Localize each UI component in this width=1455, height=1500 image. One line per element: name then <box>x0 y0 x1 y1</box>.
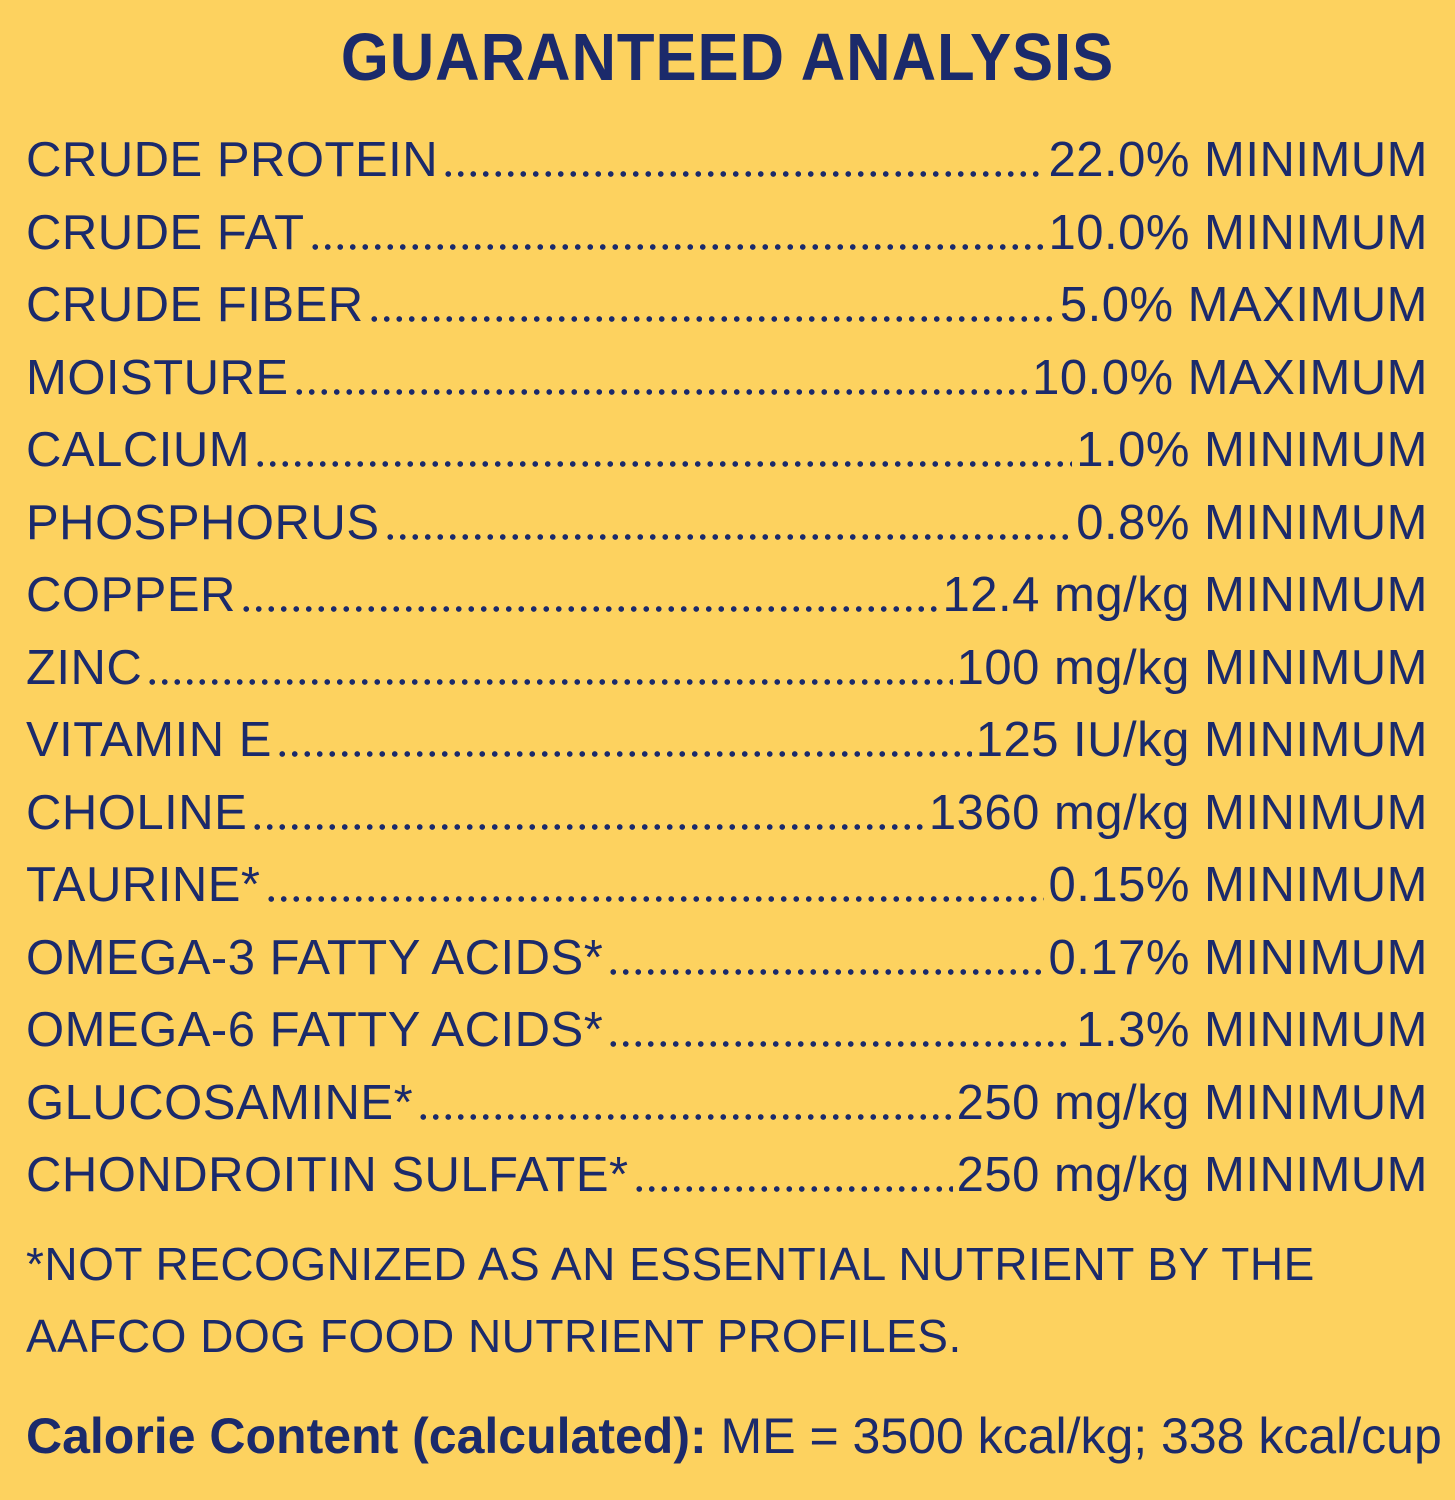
nutrient-label: COPPER <box>26 568 236 622</box>
nutrient-row: VITAMIN E 125 IU/kg MINIMUM <box>26 704 1428 777</box>
dot-leader <box>275 750 972 759</box>
nutrient-label: CRUDE FAT <box>26 205 305 260</box>
nutrient-label: GLUCOSAMINE* <box>26 1075 414 1130</box>
nutrient-row: OMEGA-3 FATTY ACIDS* 0.17% MINIMUM <box>26 922 1428 995</box>
nutrient-list: CRUDE PROTEIN 22.0% MINIMUM CRUDE FAT 10.0%… <box>26 124 1428 1212</box>
nutrient-row: CHOLINE 1360 mg/kg MINIMUM <box>26 777 1428 850</box>
dot-leader <box>383 532 1073 541</box>
calorie-label: Calorie Content (calculated): <box>26 1408 707 1464</box>
nutrient-row: MOISTURE 10.0% MAXIMUM <box>26 342 1428 415</box>
nutrient-label: CRUDE PROTEIN <box>26 133 439 187</box>
nutrient-label: OMEGA-3 FATTY ACIDS* <box>26 930 604 985</box>
nutrient-row: CALCIUM 1.0% MINIMUM <box>26 414 1428 487</box>
nutrient-row: CRUDE FAT 10.0% MINIMUM <box>26 197 1428 270</box>
nutrient-row: ZINC 100 mg/kg MINIMUM <box>26 632 1428 705</box>
nutrient-row: CRUDE FIBER 5.0% MAXIMUM <box>26 269 1428 342</box>
nutrient-value: 10.0% MINIMUM <box>1048 205 1428 260</box>
nutrient-row: GLUCOSAMINE* 250 mg/kg MINIMUM <box>26 1067 1428 1140</box>
nutrient-value: 12.4 mg/kg MINIMUM <box>942 568 1428 622</box>
nutrient-row: PHOSPHORUS 0.8% MINIMUM <box>26 487 1428 560</box>
nutrient-value: 1.3% MINIMUM <box>1076 1003 1428 1057</box>
nutrient-value: 5.0% MAXIMUM <box>1059 278 1428 332</box>
calorie-value: ME = 3500 kcal/kg; 338 kcal/cup <box>720 1408 1442 1464</box>
nutrient-value: 10.0% MAXIMUM <box>1032 350 1428 405</box>
nutrient-value: 250 mg/kg MINIMUM <box>956 1075 1428 1130</box>
nutrient-label: CHONDROITIN SULFATE* <box>26 1148 629 1202</box>
nutrient-value: 0.8% MINIMUM <box>1076 495 1428 550</box>
dot-leader <box>367 315 1056 324</box>
dot-leader <box>607 1040 1073 1049</box>
dot-leader <box>632 1185 953 1194</box>
dot-leader <box>442 170 1045 179</box>
nutrient-row: CRUDE PROTEIN 22.0% MINIMUM <box>26 124 1428 197</box>
nutrient-label: TAURINE* <box>26 858 261 912</box>
dot-leader <box>607 967 1045 976</box>
dot-leader <box>264 895 1045 904</box>
nutrient-label: VITAMIN E <box>26 713 272 767</box>
nutrient-row: COPPER 12.4 mg/kg MINIMUM <box>26 559 1428 632</box>
nutrient-label: ZINC <box>26 640 143 695</box>
dot-leader <box>146 677 953 686</box>
nutrient-value: 22.0% MINIMUM <box>1048 133 1428 187</box>
page-title: GUARANTEED ANALYSIS <box>340 20 1115 95</box>
nutrient-label: CRUDE FIBER <box>26 278 364 332</box>
dot-leader <box>417 1112 953 1121</box>
nutrient-label: CALCIUM <box>26 423 251 477</box>
dot-leader <box>239 605 939 614</box>
nutrient-value: 125 IU/kg MINIMUM <box>975 713 1428 767</box>
nutrient-value: 100 mg/kg MINIMUM <box>956 640 1428 695</box>
nutrient-value: 1360 mg/kg MINIMUM <box>928 785 1428 840</box>
nutrient-row: OMEGA-6 FATTY ACIDS* 1.3% MINIMUM <box>26 994 1428 1067</box>
calorie-content: Calorie Content (calculated): ME = 3500 … <box>26 1400 1446 1472</box>
nutrient-value: 1.0% MINIMUM <box>1076 423 1428 477</box>
nutrient-value: 250 mg/kg MINIMUM <box>956 1148 1428 1202</box>
nutrient-label: MOISTURE <box>26 350 289 405</box>
nutrient-row: TAURINE* 0.15% MINIMUM <box>26 849 1428 922</box>
nutrient-value: 0.15% MINIMUM <box>1048 858 1428 912</box>
dot-leader <box>308 242 1045 251</box>
dot-leader <box>251 822 925 831</box>
nutrient-label: CHOLINE <box>26 785 248 840</box>
nutrient-label: PHOSPHORUS <box>26 495 380 550</box>
dot-leader <box>292 387 1029 396</box>
dot-leader <box>254 460 1073 469</box>
footnote: *NOT RECOGNIZED AS AN ESSENTIAL NUTRIENT… <box>26 1238 1315 1362</box>
nutrient-label: OMEGA-6 FATTY ACIDS* <box>26 1003 604 1057</box>
nutrient-row: CHONDROITIN SULFATE* 250 mg/kg MINIMUM <box>26 1139 1428 1212</box>
nutrient-value: 0.17% MINIMUM <box>1048 930 1428 985</box>
